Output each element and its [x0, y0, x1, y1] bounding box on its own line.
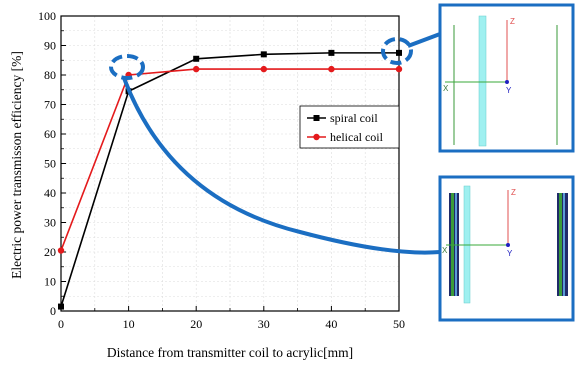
inset-top-z-label: Z — [510, 17, 515, 26]
x-tick-label: 40 — [325, 317, 337, 331]
data-point-spiral-coil — [328, 49, 335, 56]
y-tick-label: 50 — [44, 157, 56, 171]
data-point-helical-coil — [57, 247, 65, 254]
y-tick-label: 10 — [44, 275, 56, 289]
data-point-helical-coil — [193, 65, 200, 73]
x-tick-label: 0 — [58, 317, 64, 331]
callout-line-top — [407, 32, 441, 48]
legend-swatch-helical-marker — [313, 133, 320, 141]
highlight-circle-10mm — [109, 54, 145, 80]
x-tick-label: 20 — [190, 317, 202, 331]
inset-bottom-frame — [438, 175, 575, 322]
inset-bottom-helical-coil-right — [557, 193, 568, 296]
legend: spiral coil helical coil — [299, 105, 400, 149]
axis-ticks: 0 10 20 30 40 50 60 70 80 90 100 0 10 20 30 40 50 — [38, 9, 405, 331]
callout-curve-bottom — [122, 77, 441, 255]
highlight-circle-50mm — [381, 37, 413, 65]
x-axis-label: Distance from transmitter coil to acryli… — [107, 345, 353, 360]
inset-bottom-x-label: X — [442, 246, 448, 255]
data-point-helical-coil — [395, 65, 403, 73]
y-tick-label: 70 — [44, 98, 56, 112]
inset-top-y-label: Y — [506, 86, 512, 95]
inset-bottom-z-label: Z — [511, 188, 516, 197]
inset-top-y-axis-dot — [505, 80, 509, 84]
inset-top-x-label: X — [443, 84, 449, 93]
y-tick-label: 30 — [44, 216, 56, 230]
legend-label-spiral: spiral coil — [330, 111, 378, 125]
y-tick-label: 100 — [38, 9, 56, 23]
x-tick-label: 10 — [123, 317, 135, 331]
series-line-helical-coil — [60, 68, 399, 251]
inset-top-coil-view: Z X Y — [438, 3, 575, 153]
data-point-spiral-coil — [193, 55, 200, 62]
y-tick-label: 90 — [44, 39, 56, 53]
y-tick-label: 60 — [44, 127, 56, 141]
y-tick-label: 40 — [44, 186, 56, 200]
inset-bottom-y-axis-dot — [506, 243, 510, 247]
y-axis-label: Electric power transmisson efficiency [%… — [9, 51, 24, 279]
inset-bottom-y-label: Y — [507, 249, 513, 258]
legend-swatch-spiral-marker — [313, 115, 320, 121]
data-point-spiral-coil — [58, 303, 64, 310]
y-tick-label: 80 — [44, 68, 56, 82]
x-tick-label: 30 — [258, 317, 270, 331]
legend-box — [299, 105, 400, 149]
inset-bottom-coil-view: Z X Y — [438, 175, 575, 322]
data-point-helical-coil — [328, 65, 335, 73]
data-point-helical-coil — [260, 65, 267, 73]
plot-area: 0 10 20 30 40 50 60 70 80 90 100 0 10 20 30 40 50 — [38, 9, 405, 331]
annotations — [109, 32, 441, 255]
inset-top-acrylic — [478, 15, 487, 147]
series-line-spiral-coil — [60, 52, 399, 307]
legend-label-helical: helical coil — [330, 130, 384, 144]
data-point-spiral-coil — [260, 51, 267, 58]
y-tick-label: 0 — [50, 304, 56, 318]
data-point-spiral-coil — [396, 49, 402, 56]
y-tick-label: 20 — [44, 245, 56, 259]
x-tick-label: 50 — [393, 317, 405, 331]
